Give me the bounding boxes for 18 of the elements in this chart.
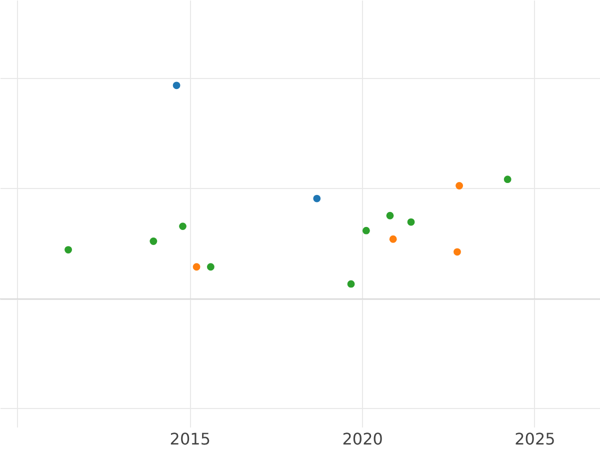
- point: [504, 176, 512, 184]
- point: [179, 222, 186, 230]
- x-tick-label: 2015: [170, 430, 211, 448]
- point: [347, 280, 355, 288]
- point: [389, 235, 397, 243]
- x-tick-label: 2025: [514, 430, 556, 448]
- point: [386, 212, 394, 220]
- point: [206, 263, 214, 271]
- point: [313, 194, 321, 202]
- point: [454, 248, 461, 256]
- point: [362, 226, 370, 234]
- x-tick-label: 2020: [342, 430, 383, 448]
- point: [150, 238, 158, 245]
- point: [407, 218, 415, 226]
- point: [456, 182, 464, 190]
- point: [192, 263, 200, 271]
- point: [172, 82, 180, 90]
- point: [64, 246, 72, 254]
